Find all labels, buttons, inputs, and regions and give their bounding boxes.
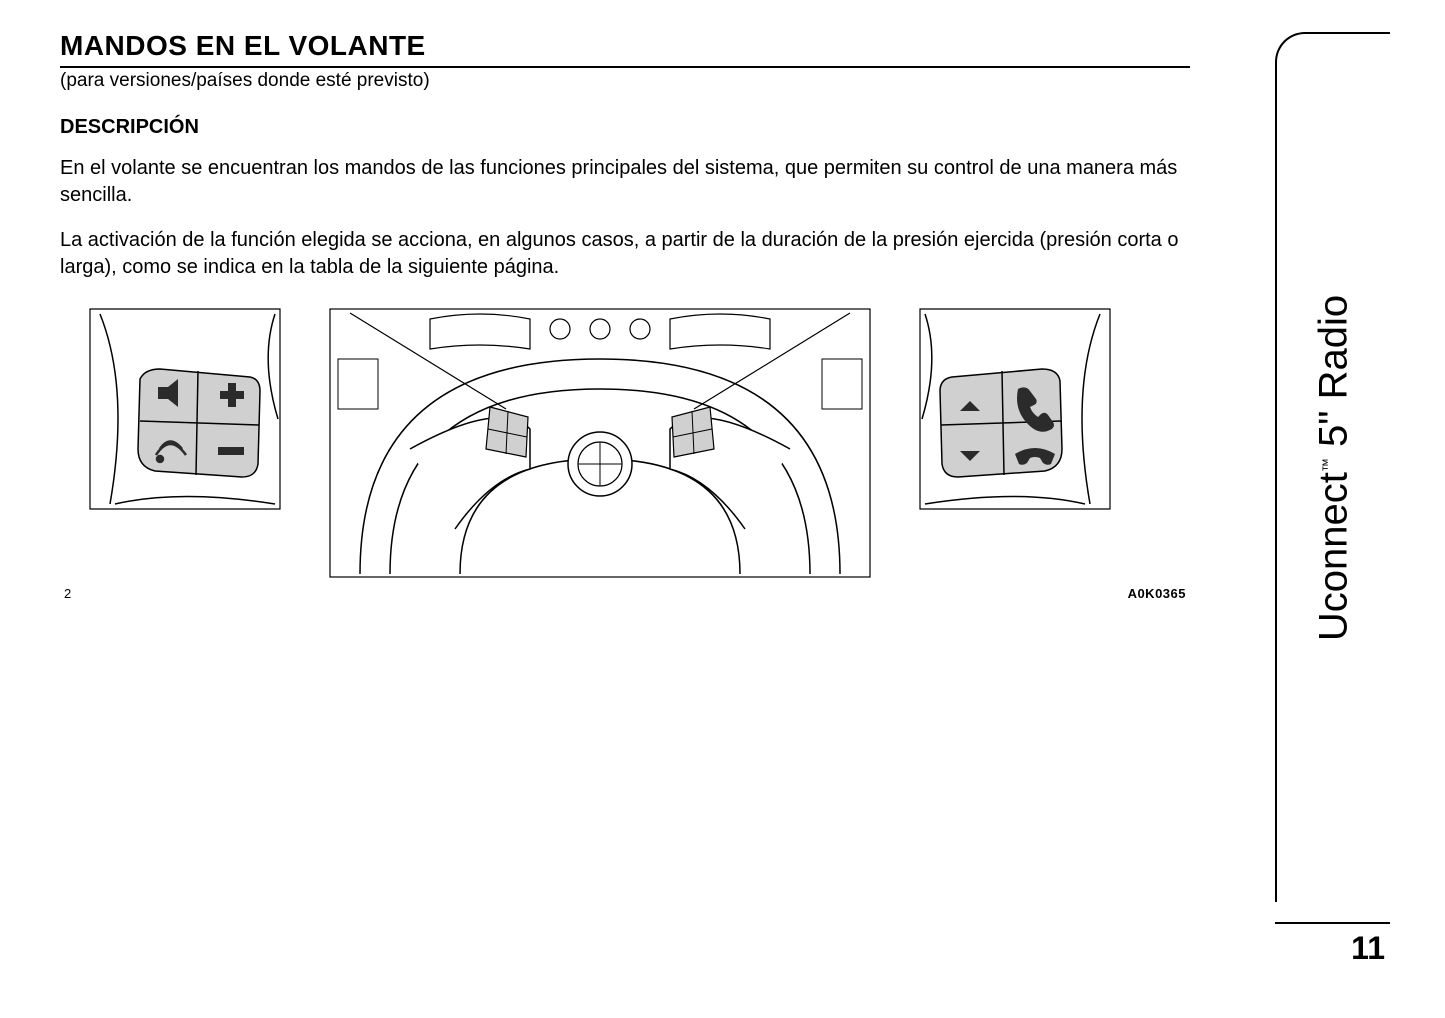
steering-wheel-center bbox=[330, 309, 870, 577]
left-control-detail bbox=[90, 309, 280, 509]
figure-number: 2 bbox=[64, 586, 71, 601]
side-tab-brand: Uconnect bbox=[1311, 472, 1355, 641]
main-title: MANDOS EN EL VOLANTE bbox=[60, 30, 1190, 62]
figure-code: A0K0365 bbox=[1128, 586, 1186, 601]
steering-wheel-diagram bbox=[60, 299, 1140, 579]
subtitle: (para versiones/países donde esté previs… bbox=[60, 70, 1190, 92]
section-heading: DESCRIPCIÓN bbox=[60, 116, 1190, 139]
title-rule bbox=[60, 66, 1190, 68]
page-number-rule bbox=[1275, 922, 1390, 924]
right-control-detail bbox=[920, 309, 1110, 509]
figure-caption: 2 A0K0365 bbox=[60, 586, 1190, 601]
side-tab-product: 5" Radio bbox=[1311, 295, 1355, 458]
page-number: 11 bbox=[1351, 930, 1385, 967]
figure: 2 A0K0365 bbox=[60, 299, 1190, 601]
side-tab-text: Uconnect™ 5" Radio bbox=[1311, 295, 1356, 641]
paragraph-1: En el volante se encuentran los mandos d… bbox=[60, 155, 1190, 209]
trademark-symbol: ™ bbox=[1319, 458, 1335, 472]
paragraph-2: La activación de la función elegida se a… bbox=[60, 227, 1190, 281]
side-tab: Uconnect™ 5" Radio bbox=[1275, 32, 1390, 902]
